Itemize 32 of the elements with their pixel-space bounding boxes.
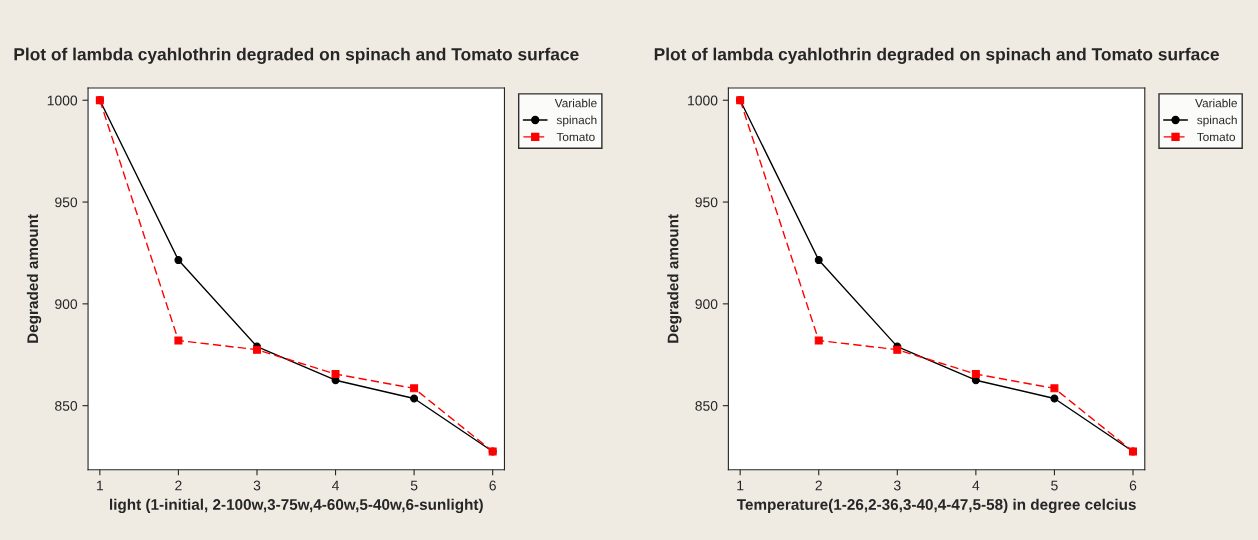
y-tick-label: 950 xyxy=(55,197,78,208)
legend-label: spinach xyxy=(1197,115,1237,127)
x-tick-label: 6 xyxy=(489,480,496,491)
x-tick-label: 4 xyxy=(332,480,339,491)
legend-title: Variable xyxy=(554,98,597,108)
legend-title: Variable xyxy=(1195,98,1237,108)
x-tick-label: 3 xyxy=(253,480,261,491)
y-tick-label: 850 xyxy=(695,401,718,411)
x-tick-label: 5 xyxy=(410,480,418,491)
x-tick-label: 2 xyxy=(175,480,182,491)
x-axis-title: Temperature(1-26,2-36,3-40,4-47,5-58) in degree celcius xyxy=(736,498,1136,514)
y-axis-title: Degraded amount xyxy=(26,214,42,343)
chart-title: Plot of lambda cyahlothrin degraded on spinach and Tomato surface xyxy=(14,47,579,64)
legend-label: spinach xyxy=(556,115,597,127)
x-tick-label: 2 xyxy=(815,480,822,491)
y-tick-label: 1000 xyxy=(47,95,78,106)
y-tick-label: 900 xyxy=(695,299,718,310)
legend-label: Tomato xyxy=(1197,132,1235,142)
x-tick-label: 1 xyxy=(737,480,744,491)
x-axis-title: light (1-initial, 2-100w,3-75w,4-60w,5-40w,6-sunlight) xyxy=(110,498,483,514)
y-tick-label: 900 xyxy=(55,299,78,310)
y-axis-title: Degraded amount xyxy=(667,214,682,343)
legend-label: Tomato xyxy=(556,132,595,142)
y-tick-label: 950 xyxy=(695,197,718,208)
y-tick-label: 850 xyxy=(55,401,78,411)
x-tick-label: 6 xyxy=(1129,480,1137,491)
x-tick-label: 5 xyxy=(1051,480,1058,491)
x-tick-label: 1 xyxy=(97,480,104,491)
chart-title: Plot of lambda cyahlothrin degraded on spinach and Tomato surface xyxy=(654,47,1219,64)
y-tick-label: 1000 xyxy=(688,95,718,106)
x-tick-label: 3 xyxy=(893,480,901,491)
x-tick-label: 4 xyxy=(972,480,980,491)
